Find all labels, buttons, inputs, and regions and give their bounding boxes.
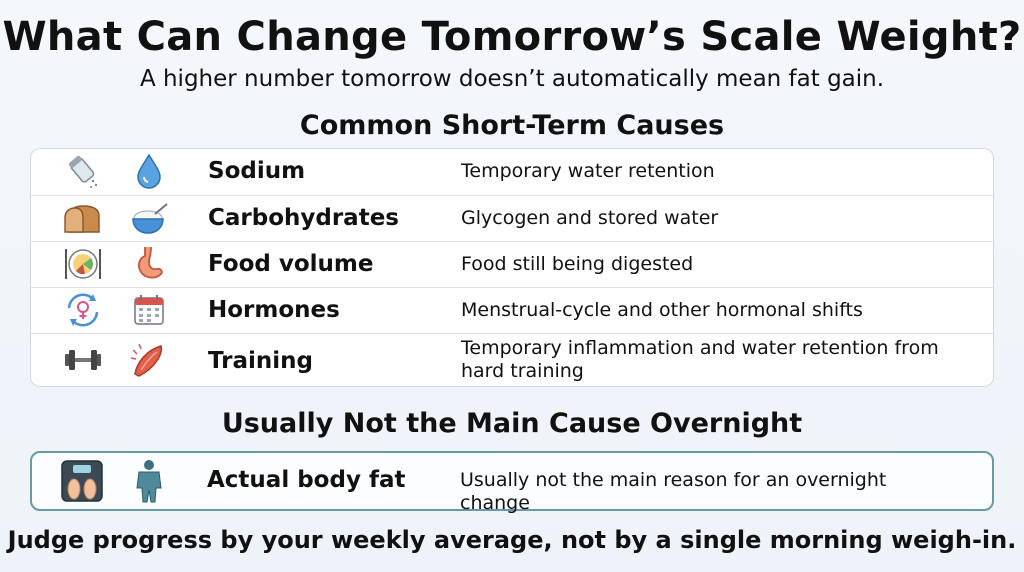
scale-feet-icon bbox=[61, 460, 103, 502]
page-subtitle: A higher number tomorrow doesn’t automat… bbox=[139, 66, 885, 92]
common-causes-heading: Common Short-Term Causes bbox=[299, 110, 725, 141]
not-main-cause-heading: Usually Not the Main Cause Overnight bbox=[221, 408, 803, 439]
cause-label: Actual body fat bbox=[207, 467, 406, 493]
page-title: What Can Change Tomorrow’s Scale Weight? bbox=[2, 14, 1022, 60]
dinner-plate-icon bbox=[65, 249, 101, 279]
cause-description: Menstrual-cycle and other hormonal shift… bbox=[461, 299, 863, 321]
cause-label: Food volume bbox=[208, 251, 374, 277]
cause-row-training: Training Temporary inflammation and wate… bbox=[31, 333, 993, 388]
rice-bowl-icon bbox=[132, 203, 168, 234]
cause-description: Food still being digested bbox=[461, 253, 694, 275]
cause-label: Training bbox=[208, 348, 314, 374]
cause-description: Usually not the main reason for an overn… bbox=[460, 469, 887, 514]
bread-icon bbox=[64, 205, 100, 233]
dumbbell-icon bbox=[65, 350, 101, 370]
body-fat-card: Actual body fat Usually not the main rea… bbox=[30, 451, 994, 514]
body-scan-icon bbox=[136, 460, 162, 503]
cause-description: Temporary inflammation and water retenti… bbox=[461, 337, 939, 382]
cause-label: Hormones bbox=[208, 297, 340, 323]
sore-muscle-icon bbox=[130, 343, 163, 377]
cause-row-food-volume: Food volume Food still being digested bbox=[31, 241, 993, 287]
cause-description: Glycogen and stored water bbox=[461, 207, 719, 229]
calendar-icon bbox=[134, 295, 164, 325]
water-drop-icon bbox=[137, 153, 161, 189]
cause-row-carbohydrates: Carbohydrates Glycogen and stored water bbox=[31, 195, 993, 241]
cause-row-sodium: Sodium Temporary water retention bbox=[31, 149, 993, 195]
stomach-icon bbox=[138, 246, 163, 279]
hormone-cycle-icon bbox=[67, 293, 99, 327]
cause-label: Carbohydrates bbox=[208, 205, 399, 231]
cause-label: Sodium bbox=[208, 158, 306, 184]
salt-shaker-icon bbox=[68, 155, 98, 188]
common-causes-table: Sodium Temporary water retention Carbohy… bbox=[30, 148, 994, 387]
cause-row-hormones: Hormones Menstrual-cycle and other hormo… bbox=[31, 287, 993, 333]
cause-description: Temporary water retention bbox=[461, 160, 715, 182]
footer-advice: Judge progress by your weekly average, n… bbox=[7, 526, 1017, 554]
